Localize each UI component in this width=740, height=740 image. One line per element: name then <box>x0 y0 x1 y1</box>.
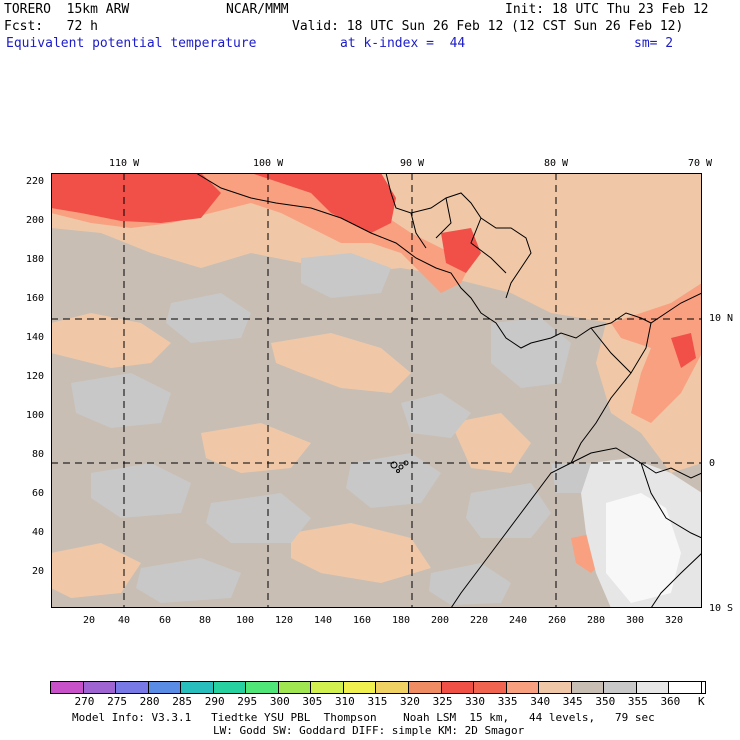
x-label: 200 <box>431 615 450 626</box>
colorbar-swatch <box>343 682 377 693</box>
colorbar-unit: K <box>698 695 705 708</box>
colorbar-swatch <box>506 682 540 693</box>
colorbar-swatch <box>116 682 149 693</box>
colorbar-swatch <box>441 682 475 693</box>
valid-time: Valid: 18 UTC Sun 26 Feb 12 (12 CST Sun … <box>292 19 684 34</box>
x-label: 80 <box>199 615 212 626</box>
colorbar-swatch <box>571 682 605 693</box>
colorbar-tick-label: 290 <box>204 695 225 708</box>
colorbar-tick-label: 335 <box>497 695 518 708</box>
x-label: 160 <box>353 615 372 626</box>
x-label: 40 <box>118 615 131 626</box>
model-title: TORERO 15km ARW <box>4 2 130 17</box>
org-label: NCAR/MMM <box>226 2 289 17</box>
y-label: 180 <box>26 254 45 265</box>
colorbar-swatch <box>409 682 442 693</box>
lat-label-10s: 10 S <box>709 603 734 614</box>
x-label: 260 <box>548 615 567 626</box>
colorbar <box>51 682 702 693</box>
lat-label-0: 0 <box>709 458 716 469</box>
y-label: 80 <box>32 449 45 460</box>
x-label: 60 <box>159 615 172 626</box>
colorbar-tick-label: 320 <box>400 695 420 708</box>
colorbar-swatch <box>181 682 214 693</box>
y-label: 220 <box>26 176 45 187</box>
model-info: Model Info: V3.3.1 Tiedtke YSU PBL Thomp… <box>72 711 655 724</box>
colorbar-swatch <box>474 682 507 693</box>
y-label: 60 <box>32 488 45 499</box>
colorbar-tick-label: 350 <box>595 695 616 708</box>
colorbar-tick-label: 360 <box>660 695 681 708</box>
colorbar-swatch <box>636 682 670 693</box>
colorbar-swatch <box>669 682 702 693</box>
andes-regions <box>551 458 702 608</box>
colorbar-tick-label: 280 <box>139 695 160 708</box>
colorbar-tick-label: 310 <box>334 695 355 708</box>
gray-regions <box>71 253 571 605</box>
colorbar-swatch <box>604 682 637 693</box>
x-label: 280 <box>587 615 606 626</box>
y-label: 160 <box>26 293 45 304</box>
colorbar-swatch <box>51 682 84 693</box>
colorbar-tick-label: 295 <box>237 695 258 708</box>
lon-label-70w: 70 W <box>688 158 713 169</box>
y-label: 200 <box>26 215 45 226</box>
y-label: 100 <box>26 410 45 421</box>
lat-label-10n: 10 N <box>709 313 734 324</box>
colorbar-tick-label: 330 <box>465 695 486 708</box>
colorbar-swatch <box>148 682 182 693</box>
colorbar-swatch <box>376 682 410 693</box>
smoothing-label: sm= 2 <box>634 36 674 51</box>
y-label: 140 <box>26 332 45 343</box>
forecast-hour: Fcst: 72 h <box>4 19 98 34</box>
lon-label-100w: 100 W <box>253 158 284 169</box>
colorbar-swatch <box>213 682 247 693</box>
field-name: Equivalent potential temperature <box>6 36 257 51</box>
x-label: 20 <box>83 615 96 626</box>
colorbar-tick-label: 270 <box>74 695 95 708</box>
x-label: 300 <box>626 615 645 626</box>
colorbar-tick-label: 355 <box>627 695 648 708</box>
colorbar-frame <box>50 681 706 694</box>
colorbar-tick-label: 300 <box>269 695 290 708</box>
x-label: 220 <box>470 615 489 626</box>
colorbar-swatch <box>539 682 572 693</box>
colorbar-tick-label: 285 <box>172 695 193 708</box>
colorbar-tick-label: 345 <box>562 695 583 708</box>
lon-label-110w: 110 W <box>109 158 140 169</box>
colorbar-tick-label: 340 <box>530 695 551 708</box>
lon-label-80w: 80 W <box>544 158 569 169</box>
y-label: 120 <box>26 371 45 382</box>
x-label: 180 <box>392 615 411 626</box>
x-label: 240 <box>509 615 528 626</box>
x-label: 140 <box>314 615 333 626</box>
map-frame <box>51 173 702 608</box>
latlon-grid <box>51 173 702 608</box>
init-time: Init: 18 UTC Thu 23 Feb 12 <box>505 2 709 17</box>
coastlines <box>195 173 702 608</box>
colorbar-swatch <box>311 682 344 693</box>
x-label: 320 <box>665 615 684 626</box>
colorbar-swatch <box>278 682 312 693</box>
colorbar-swatch <box>83 682 117 693</box>
lon-label-90w: 90 W <box>400 158 425 169</box>
x-label: 120 <box>275 615 294 626</box>
level-label: at k-index = 44 <box>340 36 466 51</box>
physics-info: LW: Godd SW: Goddard DIFF: simple KM: 2D… <box>213 724 525 737</box>
theta-e-map <box>51 173 702 608</box>
y-label: 40 <box>32 527 45 538</box>
colorbar-tick-label: 305 <box>302 695 323 708</box>
x-label: 100 <box>236 615 255 626</box>
red-regions <box>51 173 696 368</box>
colorbar-tick-label: 315 <box>367 695 388 708</box>
y-label: 20 <box>32 566 45 577</box>
colorbar-tick-label: 325 <box>432 695 453 708</box>
galapagos-islands <box>390 460 409 473</box>
colorbar-swatch <box>246 682 279 693</box>
colorbar-tick-label: 275 <box>107 695 127 708</box>
